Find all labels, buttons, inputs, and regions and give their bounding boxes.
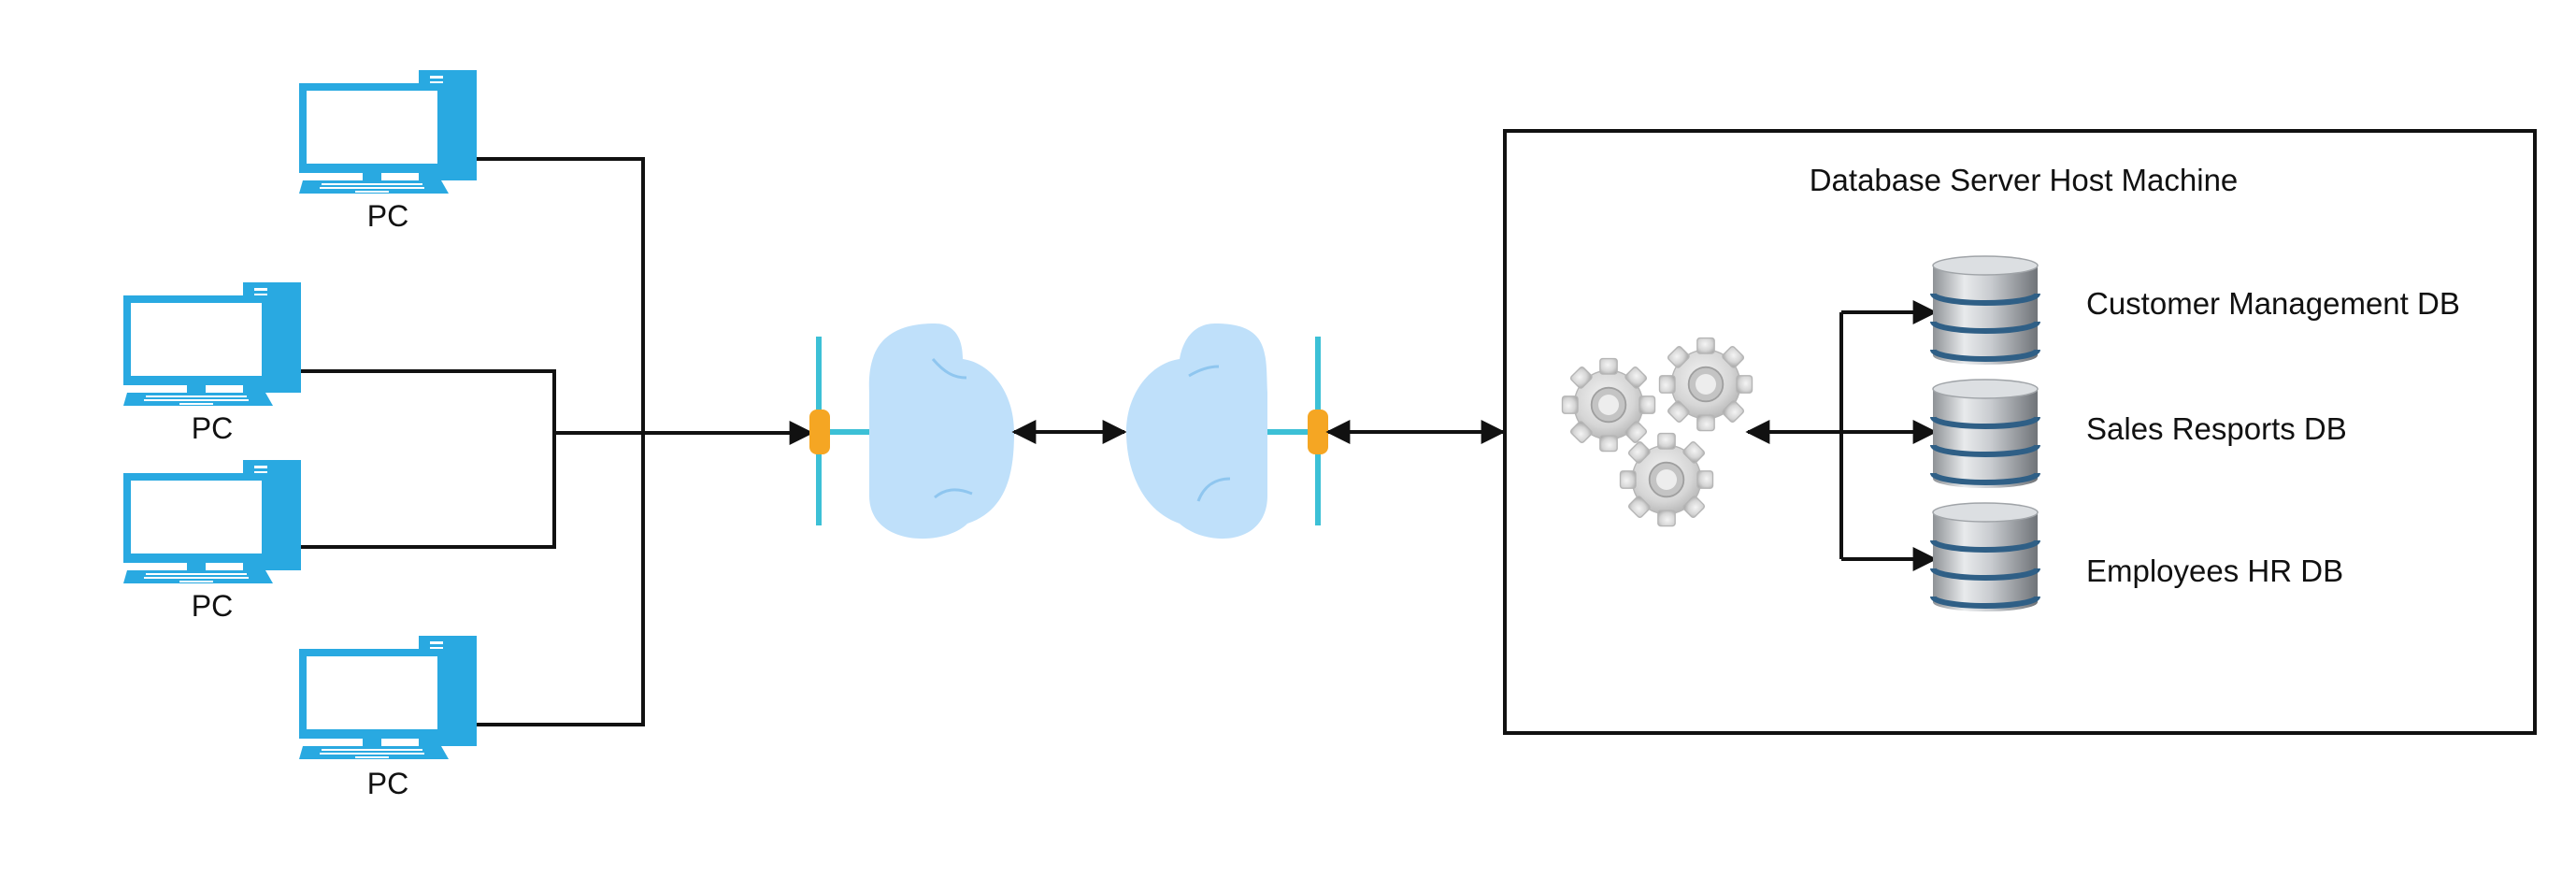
left-network-connector <box>809 337 869 525</box>
database-label: Employees HR DB <box>2086 554 2343 588</box>
gear-icon <box>1658 337 1753 432</box>
database-node: Employees HR DB <box>1933 503 2343 611</box>
database-icon <box>1933 380 2038 488</box>
pc-wiring <box>301 157 814 726</box>
database-label: Sales Resports DB <box>2086 411 2347 446</box>
pc-node: PC <box>123 460 301 623</box>
pc-label: PC <box>367 767 408 800</box>
desktop-computer-icon <box>299 636 477 759</box>
outer-pc-link <box>477 157 645 726</box>
database-node: Sales Resports DB <box>1933 380 2347 488</box>
pc-label: PC <box>192 589 233 623</box>
database-label: Customer Management DB <box>2086 286 2460 321</box>
inner-pc-link <box>301 369 556 549</box>
pc-label: PC <box>192 411 233 445</box>
pc-label: PC <box>367 199 408 233</box>
connector-node <box>1308 410 1328 454</box>
right-cloud-icon <box>1126 323 1267 539</box>
pc-node: PC <box>123 282 301 445</box>
left-cloud-icon <box>868 323 1014 539</box>
pc-node: PC <box>299 70 477 233</box>
gear-icon <box>1561 357 1656 453</box>
host-border <box>1503 129 2537 735</box>
right-network-connector <box>1267 337 1328 525</box>
desktop-computer-icon <box>123 282 301 406</box>
database-host-box: Database Server Host Machine Customer Ma… <box>1503 129 2537 735</box>
pc-node: PC <box>299 636 477 800</box>
gear-icon <box>1619 432 1714 527</box>
database-node: Customer Management DB <box>1933 256 2460 365</box>
database-icon <box>1933 503 2038 611</box>
desktop-computer-icon <box>123 460 301 583</box>
database-icon <box>1933 256 2038 365</box>
desktop-computer-icon <box>299 70 477 194</box>
db-links <box>1745 300 1938 571</box>
host-title: Database Server Host Machine <box>1810 163 2239 197</box>
connector-node <box>809 410 830 454</box>
gears-icon <box>1561 337 1753 527</box>
